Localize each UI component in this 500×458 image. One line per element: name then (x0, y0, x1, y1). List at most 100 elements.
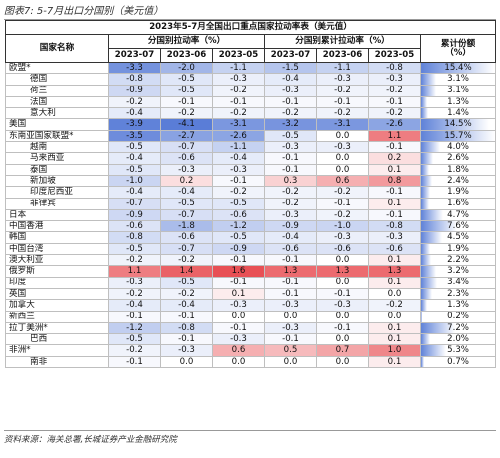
rate-cell: -0.2 (212, 186, 265, 199)
rate-cell: 0.0 (212, 310, 265, 323)
country-name: 东南亚国家联盟* (5, 129, 109, 143)
rate-cell: -0.3 (212, 73, 265, 86)
rate-cell: 0.0 (316, 152, 369, 165)
share-value: 2.2% (447, 254, 469, 265)
rate-cell: -3.2 (264, 118, 317, 131)
rate-cell: -0.9 (264, 220, 317, 233)
rate-cell: -0.6 (368, 242, 421, 256)
rate-cell: -0.5 (212, 197, 265, 210)
table-title: 2023年5-7月全国出口重点国家拉动率表（美元值） (4, 20, 497, 35)
rate-cell: 0.0 (316, 163, 369, 176)
rate-cell: -0.2 (264, 107, 317, 120)
rate-cell: -0.4 (108, 152, 161, 165)
share-value: 1.9% (447, 187, 469, 198)
rate-cell: -0.1 (316, 197, 369, 210)
rate-cell: -0.3 (316, 231, 369, 244)
rate-cell: -0.1 (264, 95, 317, 109)
rate-cell: -0.1 (368, 186, 421, 199)
rate-cell: -0.4 (264, 73, 317, 86)
date-header: 2023-07 (264, 48, 317, 63)
share-bar (421, 187, 430, 198)
country-name: 新西兰 (5, 310, 109, 323)
table-row: 俄罗斯 1.1 1.4 1.6 1.3 1.3 1.3 3.2% (5, 265, 497, 278)
rate-cell: -0.6 (264, 242, 317, 256)
country-name: 日本 (5, 208, 109, 222)
rate-cell: -0.4 (264, 231, 317, 244)
rate-cell: 0.0 (316, 254, 369, 267)
share-bar (421, 334, 431, 344)
rate-cell: -0.3 (264, 208, 317, 222)
rate-cell: 0.2 (368, 152, 421, 165)
share-cell: 2.4% (419, 174, 497, 188)
country-name: 菲律宾 (5, 197, 109, 210)
country-name: 马来西亚 (5, 152, 109, 165)
rate-cell: -0.6 (160, 231, 213, 244)
table-row: 英国 -0.2 -0.2 0.1 -0.1 -0.1 0.0 2.3% (5, 287, 497, 301)
rate-cell: 0.1 (368, 355, 421, 369)
rate-cell: -0.2 (316, 208, 369, 222)
country-name: 澳大利亚 (5, 254, 109, 267)
share-value: 1.3% (447, 96, 469, 107)
country-name: 加拿大 (5, 299, 109, 312)
rate-cell: -0.2 (108, 344, 161, 357)
rate-cell: -0.2 (212, 107, 265, 120)
share-value: 7.2% (447, 322, 469, 333)
share-bar (421, 176, 433, 186)
rate-cell: 1.0 (368, 344, 421, 357)
table-row: 拉丁美洲* -1.2 -0.8 -0.1 -0.3 -0.1 0.1 7.2% (5, 321, 497, 335)
country-name: 中国台湾 (5, 242, 109, 256)
rate-cell: 1.4 (160, 265, 213, 278)
rate-cell: -0.1 (264, 163, 317, 176)
rate-cell: -0.3 (316, 299, 369, 312)
share-bar (421, 232, 443, 243)
figure-title: 图表7: 5-7月出口分国别（美元值） (4, 2, 496, 20)
rate-cell: -1.1 (212, 141, 265, 154)
share-cell: 4.7% (419, 208, 497, 222)
share-cell: 4.5% (419, 231, 497, 244)
rate-cell: -0.8 (108, 231, 161, 244)
rate-cell: -0.1 (316, 321, 369, 335)
rate-cell: 0.0 (368, 310, 421, 323)
share-value: 4.5% (447, 232, 469, 243)
table-row: 马来西亚 -0.4 -0.6 -0.4 -0.1 0.0 0.2 2.6% (5, 152, 497, 165)
rate-cell: -0.5 (160, 197, 213, 210)
rate-cell: 1.3 (368, 265, 421, 278)
share-value: 1.8% (447, 164, 469, 175)
table-row: 欧盟* -3.3 -2.0 -1.1 -1.5 -1.1 -0.8 15.4% (5, 61, 497, 75)
country-name: 欧盟* (5, 61, 109, 75)
rate-cell: 0.6 (212, 344, 265, 357)
country-name: 印度尼西亚 (5, 186, 109, 199)
share-value: 14.5% (444, 119, 472, 130)
rate-cell: -0.3 (264, 321, 317, 335)
share-bar (421, 165, 430, 175)
rate-cell: -0.7 (160, 141, 213, 154)
country-name: 荷兰 (5, 84, 109, 97)
rate-cell: -0.3 (264, 299, 317, 312)
share-value: 2.6% (447, 153, 469, 164)
share-cell: 1.3% (419, 95, 497, 109)
rate-cell: -3.1 (316, 118, 369, 131)
rate-cell: -0.2 (316, 186, 369, 199)
share-value: 2.4% (447, 175, 469, 186)
share-bar (421, 131, 495, 141)
rate-cell: -0.3 (160, 344, 213, 357)
rate-cell: -0.3 (108, 276, 161, 289)
rate-cell: -0.1 (160, 310, 213, 323)
share-value: 2.3% (447, 288, 469, 299)
rate-cell: -0.4 (108, 186, 161, 199)
rate-cell: 0.1 (368, 197, 421, 210)
share-value: 3.2% (447, 266, 469, 277)
rate-cell: -0.1 (264, 276, 317, 289)
share-bar (421, 244, 430, 254)
rate-cell: 1.6 (212, 265, 265, 278)
rate-cell: -0.2 (160, 254, 213, 267)
table-row: 日本 -0.9 -0.7 -0.6 -0.3 -0.2 -0.1 4.7% (5, 208, 497, 222)
rate-cell: 0.1 (368, 163, 421, 176)
rate-cell: 0.1 (368, 321, 421, 335)
rate-cell: -0.2 (108, 95, 161, 109)
rate-cell: -0.1 (212, 321, 265, 335)
country-name: 印度 (5, 276, 109, 289)
country-name: 俄罗斯 (5, 265, 109, 278)
rate-cell: 0.0 (316, 129, 369, 143)
table-row: 澳大利亚 -0.2 -0.2 -0.1 -0.1 0.0 0.1 2.2% (5, 254, 497, 267)
